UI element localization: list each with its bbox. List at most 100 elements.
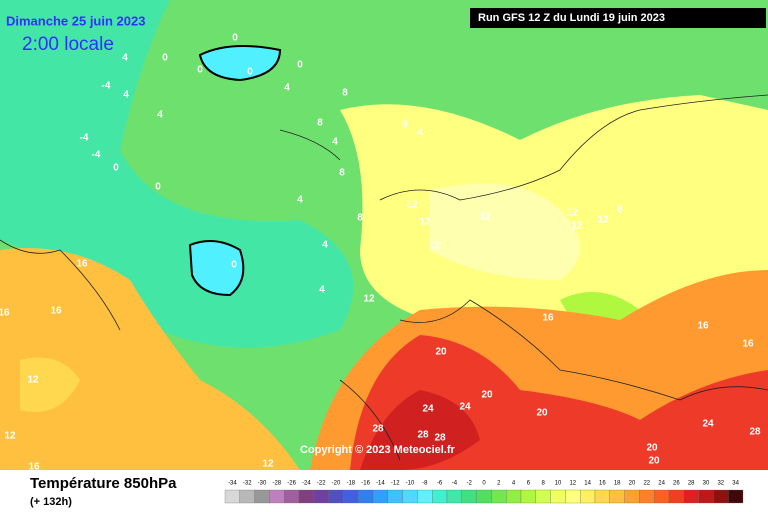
scale-swatch xyxy=(239,489,255,504)
scale-swatch xyxy=(520,489,536,504)
scale-swatch xyxy=(624,489,640,504)
scale-label: -12 xyxy=(391,481,400,487)
contour-label: 0 xyxy=(162,53,168,64)
run-info: Run GFS 12 Z du Lundi 19 juin 2023 xyxy=(478,12,665,24)
field-name: Température 850hPa xyxy=(30,475,177,492)
scale-swatch xyxy=(358,489,374,504)
contour-label: 12 xyxy=(566,208,578,219)
contour-label: -4 xyxy=(92,150,101,161)
contour-label: 8 xyxy=(402,120,408,131)
scale-label: 6 xyxy=(527,481,531,487)
contour-label: 12 xyxy=(419,217,431,228)
scale-label: -30 xyxy=(258,481,267,487)
scale-swatch xyxy=(580,489,596,504)
contour-label: 4 xyxy=(284,83,290,94)
scale-label: 28 xyxy=(688,481,695,487)
contour-label: 20 xyxy=(481,390,493,401)
scale-swatch xyxy=(565,489,581,504)
contour-label: 12 xyxy=(262,459,274,470)
scale-swatch xyxy=(506,489,522,504)
scale-swatch xyxy=(269,489,285,504)
contour-label: 12 xyxy=(571,221,583,232)
scale-label: -22 xyxy=(317,481,326,487)
scale-label: 8 xyxy=(542,481,546,487)
contour-label: 4 xyxy=(417,128,423,139)
contour-label: 28 xyxy=(372,424,384,435)
scale-swatch xyxy=(313,489,329,504)
contour-label: 12 xyxy=(428,241,440,252)
contour-label: 24 xyxy=(459,402,471,413)
contour-label: 12 xyxy=(406,200,418,211)
scale-swatch xyxy=(728,489,744,504)
scale-label: 14 xyxy=(584,481,591,487)
scale-swatch xyxy=(343,489,359,504)
scale-swatch xyxy=(609,489,625,504)
contour-label: 4 xyxy=(157,110,163,121)
contour-label: 0 xyxy=(247,67,253,78)
contour-label: 8 xyxy=(357,213,363,224)
contour-label: 0 xyxy=(232,33,238,44)
contour-label: 20 xyxy=(648,456,660,467)
scale-swatch xyxy=(698,489,714,504)
date: Dimanche 25 juin 2023 xyxy=(6,13,145,28)
scale-label: -6 xyxy=(437,481,443,487)
contour-label: 12 xyxy=(4,431,16,442)
scale-swatch xyxy=(550,489,566,504)
scale-label: -26 xyxy=(287,481,296,487)
contour-label: 20 xyxy=(536,408,548,419)
contour-label: 0 xyxy=(297,60,303,71)
contour-label: -4 xyxy=(102,81,111,92)
scale-swatch xyxy=(254,489,270,504)
contour-label: 16 xyxy=(28,462,40,473)
scale-label: -2 xyxy=(467,481,473,487)
contour-label: 16 xyxy=(542,313,554,324)
scale-label: 12 xyxy=(569,481,576,487)
scale-swatch xyxy=(594,489,610,504)
scale-label: 16 xyxy=(599,481,606,487)
scale-label: -4 xyxy=(452,481,458,487)
contour-label: 16 xyxy=(0,308,10,319)
scale-label: 18 xyxy=(614,481,621,487)
scale-label: 2 xyxy=(497,481,501,487)
lead-time: (+ 132h) xyxy=(30,496,72,508)
contour-label: 0 xyxy=(231,260,237,271)
contour-label: 20 xyxy=(646,443,658,454)
scale-label: 4 xyxy=(512,481,516,487)
scale-label: -14 xyxy=(376,481,385,487)
contour-label: 12 xyxy=(27,375,39,386)
contour-label: -4 xyxy=(80,133,89,144)
scale-label: -34 xyxy=(228,481,237,487)
scale-label: -18 xyxy=(346,481,355,487)
scale-swatch xyxy=(639,489,655,504)
contour-label: 0 xyxy=(155,182,161,193)
contour-label: 16 xyxy=(76,259,88,270)
scale-label: -10 xyxy=(406,481,415,487)
scale-swatch xyxy=(328,489,344,504)
contour-label: 4 xyxy=(123,90,129,101)
scale-swatch xyxy=(372,489,388,504)
contour-label: 4 xyxy=(122,53,128,64)
contour-label: 12 xyxy=(479,212,491,223)
scale-label: 34 xyxy=(732,481,739,487)
contour-label: 8 xyxy=(317,118,323,129)
time: 2:00 locale xyxy=(22,34,114,55)
scale-label: 30 xyxy=(703,481,710,487)
contour-label: 0 xyxy=(197,65,203,76)
contour-label: 24 xyxy=(422,404,434,415)
temperature-fields xyxy=(0,0,768,470)
scale-swatch xyxy=(402,489,418,504)
scale-swatch xyxy=(284,489,300,504)
scale-label: -24 xyxy=(302,481,311,487)
color-scale: -34 -32 -30 -28 -26 -24 -22 -20 -18 -16 -14 -12 -10-… xyxy=(224,481,744,504)
contour-label: 16 xyxy=(697,321,709,332)
scale-label: -28 xyxy=(272,481,281,487)
scale-swatch xyxy=(298,489,314,504)
scale-swatch xyxy=(491,489,507,504)
contour-label: 4 xyxy=(319,285,325,296)
scale-swatch xyxy=(432,489,448,504)
copyright: Copyright © 2023 Meteociel.fr xyxy=(300,444,456,456)
run-box xyxy=(470,8,766,28)
scale-label: 32 xyxy=(717,481,724,487)
scale-swatch xyxy=(224,489,240,504)
